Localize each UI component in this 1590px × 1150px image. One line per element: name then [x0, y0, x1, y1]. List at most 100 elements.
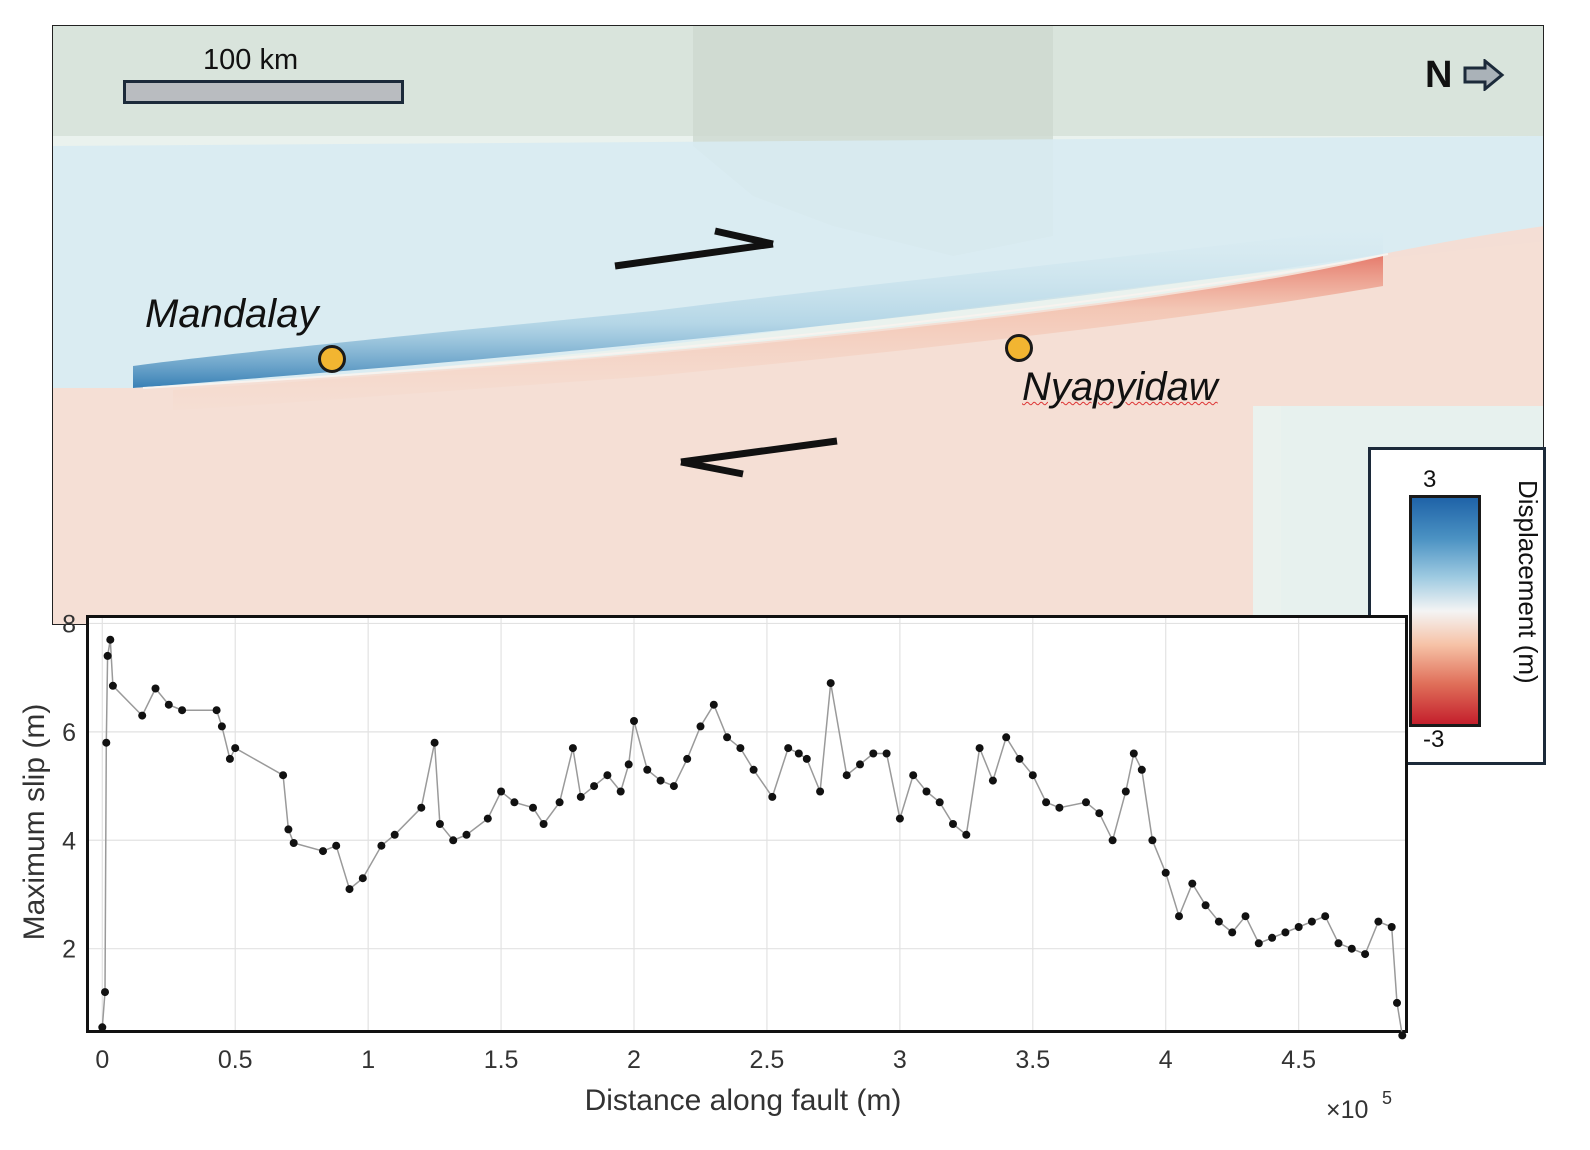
slip-series-line [101, 639, 1404, 1036]
slip-data-point [225, 754, 234, 763]
slip-data-point [842, 771, 851, 780]
x-tick-label: 3.5 [1015, 1046, 1050, 1074]
x-tick-label: 1 [361, 1046, 375, 1074]
slip-data-point [749, 765, 758, 774]
slip-data-point [178, 706, 187, 715]
slip-data-point [669, 782, 678, 791]
scale-bar-label: 100 km [203, 44, 299, 76]
colorbar-gradient [1409, 495, 1481, 727]
slip-data-point [576, 792, 585, 801]
slip-data-point [656, 776, 665, 785]
motion-arrowhead-upper [714, 227, 774, 248]
slip-data-point [358, 874, 367, 883]
slip-series-points [98, 635, 1407, 1040]
slip-data-point [1334, 939, 1343, 948]
slip-data-point [736, 744, 745, 753]
x-axis-label: Distance along fault (m) [585, 1084, 902, 1117]
slip-data-point [1015, 754, 1024, 763]
slip-data-point [1294, 923, 1303, 931]
slip-data-point [539, 820, 548, 828]
slip-data-point [1121, 787, 1130, 796]
slip-data-point [1148, 836, 1157, 845]
slip-data-point [794, 749, 803, 758]
x-tick-label: 4.5 [1281, 1046, 1316, 1074]
slip-data-point [802, 754, 811, 763]
slip-data-point [462, 830, 471, 839]
slip-data-point [1398, 1031, 1407, 1040]
y-axis-label: Maximum slip (m) [18, 704, 51, 941]
city-marker-mandalay [318, 345, 346, 373]
slip-data-point [1129, 749, 1138, 758]
slip-data-point [826, 679, 835, 688]
slip-data-point [377, 841, 386, 850]
slip-data-point [784, 744, 793, 753]
slip-data-point [1042, 798, 1051, 807]
slip-data-point [483, 814, 492, 823]
slip-data-point [869, 749, 878, 758]
slip-data-point [279, 771, 288, 780]
slip-data-point [510, 798, 519, 807]
slip-data-point [345, 885, 354, 894]
slip-data-point [217, 722, 226, 731]
slip-data-point [284, 825, 293, 834]
slip-data-point [435, 820, 444, 828]
slip-data-point [106, 635, 115, 644]
red-near-fault [53, 226, 1543, 624]
north-arrow-icon [1463, 59, 1505, 91]
x-tick-label: 4 [1159, 1046, 1173, 1074]
map-background [53, 26, 1543, 624]
x-tick-label: 2 [627, 1046, 641, 1074]
slip-data-point [723, 733, 732, 742]
slip-data-point [212, 706, 221, 715]
slip-data-point [1175, 912, 1183, 921]
slip-data-point [138, 711, 147, 720]
slip-data-point [988, 776, 997, 785]
slip-data-point [1281, 928, 1290, 937]
slip-data-point [555, 798, 564, 807]
slip-data-point [1161, 868, 1170, 877]
north-label: N [1425, 54, 1453, 96]
x-tick-labels: 0 0.5 1 1.5 2 2.5 3 3.5 4 4.5 [95, 1046, 1316, 1074]
y-tick-label: 2 [62, 936, 76, 964]
slip-data-point [683, 754, 692, 763]
slip-data-point [1055, 803, 1064, 812]
y-tick-label: 4 [62, 827, 76, 855]
slip-data-point [882, 749, 891, 758]
slip-data-point [590, 782, 599, 791]
colorbar-max-label: 3 [1423, 466, 1437, 493]
colorbar-min-label: -3 [1423, 726, 1445, 753]
slip-data-point [417, 803, 426, 812]
slip-data-point [430, 738, 439, 747]
colorbar-title: Displacement (m) [1513, 480, 1543, 684]
motion-arrow-lower [680, 437, 838, 466]
slip-data-point [1095, 809, 1104, 818]
slip-data-point [856, 760, 864, 769]
slip-data-point [1082, 798, 1090, 807]
slip-chart-frame [86, 615, 1408, 1033]
slip-data-point [1214, 917, 1223, 926]
slip-data-point [768, 792, 777, 801]
slip-data-point [616, 787, 625, 796]
slip-data-point [497, 787, 506, 796]
slip-data-point [624, 760, 633, 769]
scale-bar [123, 80, 404, 104]
slip-data-point [696, 722, 705, 731]
x-tick-label: 0 [95, 1046, 109, 1074]
blue-near-fault [133, 226, 1383, 388]
slip-data-point [289, 839, 298, 847]
red-fault-edge [173, 256, 1383, 410]
x-tick-label: 2.5 [750, 1046, 785, 1074]
slip-data-point [151, 684, 160, 693]
city-marker-nyapyidaw [1005, 334, 1033, 362]
slip-data-point [319, 847, 327, 856]
slip-data-point [108, 681, 117, 690]
x-multiplier-exponent: 5 [1382, 1088, 1392, 1108]
chart-grid [89, 618, 1405, 1030]
city-label-mandalay: Mandalay [145, 292, 319, 336]
slip-data-point [1387, 923, 1396, 931]
fault-trace [142, 253, 1389, 389]
slip-data-point [1347, 944, 1356, 953]
slip-data-point [1268, 933, 1277, 942]
slip-data-point [164, 700, 173, 709]
